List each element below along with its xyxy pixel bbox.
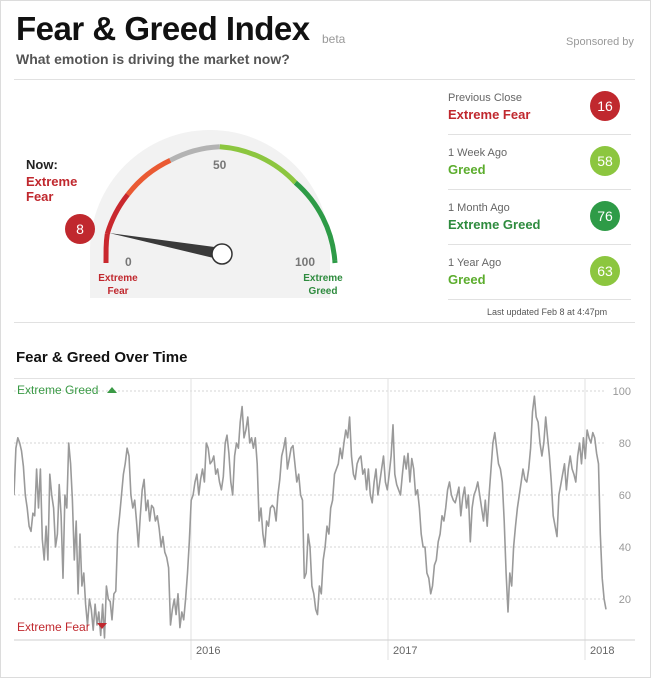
- history-previous-close: Previous Close Extreme Fear 16: [448, 80, 631, 135]
- sponsored-label: Sponsored by: [566, 36, 634, 48]
- x-tick-label: 2016: [196, 645, 220, 657]
- history-label: 1 Week Ago: [448, 147, 508, 159]
- y-tick-label: 60: [619, 490, 631, 502]
- gauge-value-label: 8: [76, 221, 84, 237]
- history-status: Greed: [448, 162, 486, 177]
- divider: [14, 79, 635, 80]
- history-1-month-ago: 1 Month Ago Extreme Greed 76: [448, 190, 631, 245]
- gauge-hub: [211, 243, 233, 265]
- beta-badge: beta: [322, 32, 346, 46]
- y-tick-label: 100: [613, 386, 631, 398]
- history-value-dot: 76: [590, 201, 620, 231]
- last-updated: Last updated Feb 8 at 4:47pm: [487, 307, 608, 317]
- history-label: 1 Year Ago: [448, 257, 502, 269]
- history-label: Previous Close: [448, 92, 522, 104]
- history-status: Greed: [448, 272, 486, 287]
- gauge-arc-start: [103, 233, 110, 264]
- y-tick-label: 40: [619, 542, 631, 554]
- chart-x-ticks: 2016 2017 2018: [196, 645, 614, 657]
- page-subtitle: What emotion is driving the market now?: [16, 51, 290, 67]
- gauge-tick-100: 100: [295, 255, 315, 269]
- gauge-arc-greed: [219, 144, 298, 185]
- gauge-tick-50: 50: [213, 158, 227, 172]
- history-value-dot: 63: [590, 256, 620, 286]
- now-label: Now:: [26, 157, 58, 172]
- gauge-tick-0: 0: [125, 255, 132, 269]
- triangle-up-icon: [107, 387, 117, 393]
- history-value-dot: 16: [590, 91, 620, 121]
- history-1-year-ago: 1 Year Ago Greed 63: [448, 245, 631, 300]
- now-status: Extreme Fear: [26, 174, 78, 204]
- page-title: Fear & Greed Index: [16, 10, 310, 47]
- gauge-arc-extreme-fear: [104, 193, 130, 235]
- fear-greed-gauge: 0 50 100 Extreme Fear Extreme Greed 8: [65, 130, 343, 298]
- gauge-arc-extreme-greed: [293, 180, 338, 261]
- history-value-dot: 58: [590, 146, 620, 176]
- history-status: Extreme Fear: [448, 107, 531, 122]
- extreme-fear-label: Extreme Fear: [17, 620, 90, 634]
- fear-greed-over-time-chart: 100 80 60 40 20 2016 2017 2018 Extreme Greed E…: [14, 378, 635, 660]
- history-1-week-ago: 1 Week Ago Greed 58: [448, 135, 631, 190]
- history-status: Extreme Greed: [448, 217, 541, 232]
- chart-y-ticks: 100 80 60 40 20: [613, 386, 631, 606]
- gauge-high-label-2: Greed: [309, 286, 338, 297]
- triangle-down-icon: [97, 623, 107, 629]
- gauge-low-label-1: Extreme: [98, 273, 138, 284]
- y-tick-label: 80: [619, 438, 631, 450]
- gauge-low-label-2: Fear: [107, 286, 128, 297]
- gauge-arc-fear: [125, 158, 172, 197]
- gauge-value-bubble: [65, 214, 95, 244]
- x-tick-label: 2017: [393, 645, 417, 657]
- x-tick-label: 2018: [590, 645, 614, 657]
- gauge-high-label-1: Extreme: [303, 273, 343, 284]
- gauge-arc-neutral: [169, 144, 220, 163]
- chart-title: Fear & Greed Over Time: [16, 349, 188, 366]
- history-label: 1 Month Ago: [448, 202, 510, 214]
- chart-grid: [14, 378, 635, 660]
- y-tick-label: 20: [619, 594, 631, 606]
- gauge-needle: [109, 233, 222, 260]
- extreme-greed-label: Extreme Greed: [17, 383, 98, 397]
- divider: [14, 322, 635, 323]
- chart-line: [14, 395, 607, 639]
- series-line: [14, 395, 607, 639]
